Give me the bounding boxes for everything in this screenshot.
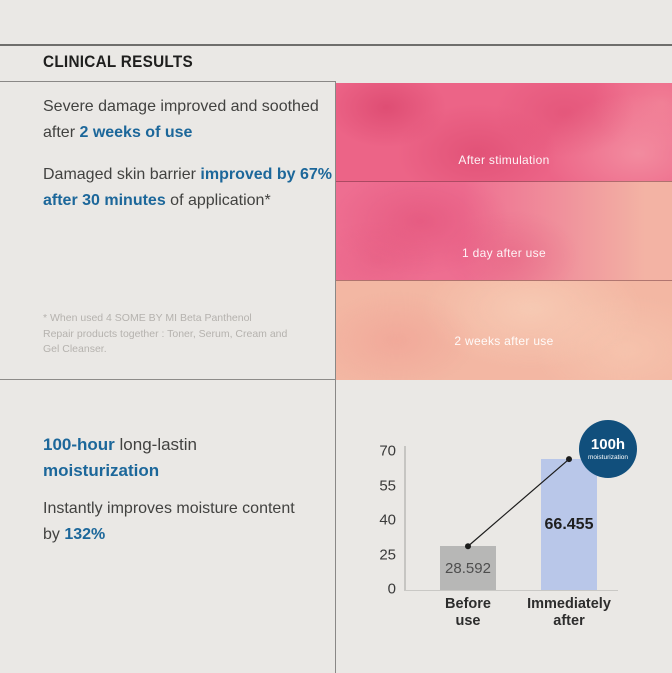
page-title: CLINICAL RESULTS <box>43 52 193 71</box>
y-tick-label: 70 <box>379 442 396 460</box>
claim-barrier-highlight: improved by 67% after 30 minutes <box>43 166 333 209</box>
y-axis-line <box>404 446 406 591</box>
footnote-line: * When used 4 SOME BY MI Beta Panthenol <box>43 312 252 324</box>
top-rule <box>0 44 672 46</box>
claim-barrier-text2: of application* <box>165 192 271 209</box>
photo-panel-label: 1 day after use <box>462 246 546 260</box>
100h-moisturization-badge: 100h moisturization <box>579 420 637 478</box>
heading-highlight-moisturization: moisturization <box>43 461 160 480</box>
moisture-claim-text: Instantly improves moisture content by <box>43 500 295 543</box>
moisturization-claims-block: 100-hour long-lastin moisturization Inst… <box>43 432 299 548</box>
bar-value-label: 66.455 <box>544 515 594 533</box>
y-tick-label: 0 <box>387 580 396 598</box>
claim-barrier: Damaged skin barrier improved by 67% aft… <box>43 162 339 214</box>
y-tick-label: 55 <box>379 477 396 494</box>
claim-barrier-text1: Damaged skin barrier <box>43 166 201 183</box>
y-tick-label: 25 <box>379 546 396 563</box>
bar-value-label: 28.592 <box>445 559 491 577</box>
vertical-divider <box>335 81 336 673</box>
footnote-line: Repair products together : Toner, Serum,… <box>43 327 288 340</box>
bar-before-use: 28.592 <box>440 546 496 590</box>
heading-normal: long-lastin <box>114 435 198 454</box>
footnote: * When used 4 SOME BY MI Beta Panthenol … <box>43 311 287 358</box>
photo-panel-1-day-after: 1 day after use <box>336 181 672 280</box>
skin-comparison-photo: After stimulation 1 day after use 2 week… <box>336 83 672 380</box>
x-axis-line <box>404 589 618 591</box>
photo-panel-2-weeks-after: 2 weeks after use <box>336 280 672 380</box>
x-category-label: Immediately after <box>527 596 611 629</box>
section-header: CLINICAL RESULTS <box>43 52 210 72</box>
moisture-bar-chart: 28.592 66.455 100h moisturization Before… <box>360 420 672 673</box>
moisture-content-claim: Instantly improves moisture content by 1… <box>43 496 299 548</box>
y-tick-label: 40 <box>379 511 396 529</box>
photo-panel-label: 2 weeks after use <box>454 334 554 348</box>
horizontal-divider <box>0 379 336 380</box>
bar-immediately-after: 66.455 <box>541 459 597 590</box>
heading-highlight-100h: 100-hour <box>43 435 115 454</box>
photo-panel-label: After stimulation <box>458 153 550 167</box>
badge-caption: moisturization <box>587 453 629 461</box>
claim-weeks-text: Severe damage improved and soothed after <box>43 98 319 141</box>
x-category-label: Before use <box>445 596 491 629</box>
claim-weeks-highlight: 2 weeks of use <box>79 124 193 141</box>
moisturization-heading: 100-hour long-lastin moisturization <box>43 432 285 484</box>
header-underline <box>0 81 336 82</box>
claim-weeks: Severe damage improved and soothed after… <box>43 94 339 146</box>
clinical-claims-block: Severe damage improved and soothed after… <box>43 94 339 230</box>
photo-panel-after-stimulation: After stimulation <box>336 83 672 181</box>
moisture-claim-highlight: 132% <box>64 526 106 543</box>
badge-value: 100h <box>590 435 626 453</box>
footnote-line: Gel Cleanser. <box>43 343 107 355</box>
